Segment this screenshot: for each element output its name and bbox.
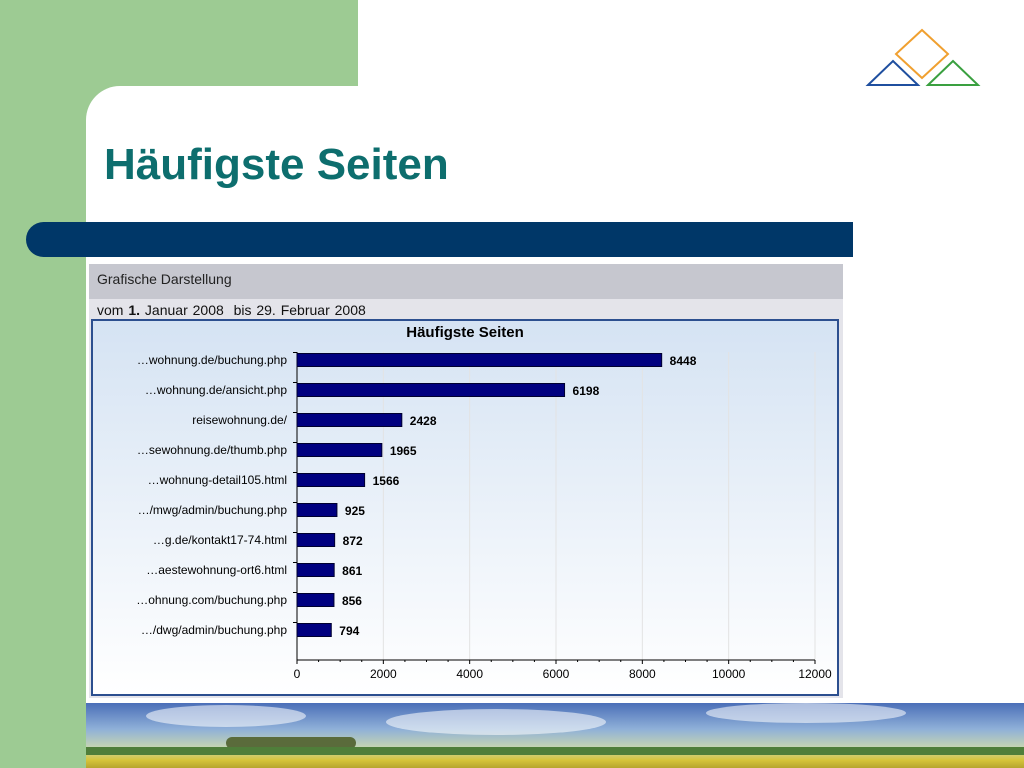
chart-title: Häufigste Seiten	[406, 324, 524, 341]
data-label: 2428	[410, 414, 437, 428]
x-tick-label: 2000	[370, 667, 397, 681]
range-prefix: vom	[97, 302, 124, 318]
category-label: …wohnung.de/ansicht.php	[145, 383, 287, 397]
x-tick-label: 6000	[543, 667, 570, 681]
bar	[296, 383, 566, 397]
category-label: …sewohnung.de/thumb.php	[137, 443, 287, 457]
x-tick-label: 0	[294, 667, 301, 681]
x-tick-label: 4000	[456, 667, 483, 681]
data-label: 6198	[573, 384, 600, 398]
range-year1: 2008	[192, 302, 224, 318]
bar	[296, 593, 335, 607]
range-year2: 2008	[334, 302, 366, 318]
category-label: …ohnung.com/buchung.php	[136, 593, 287, 607]
data-label: 1566	[373, 474, 400, 488]
x-tick-label: 10000	[712, 667, 746, 681]
category-label: …/dwg/admin/buchung.php	[141, 623, 287, 637]
data-label: 856	[342, 594, 362, 608]
data-label: 861	[342, 564, 362, 578]
range-day1: 1.	[128, 302, 141, 318]
header-area	[358, 0, 1024, 90]
range-day2: 29.	[256, 302, 276, 318]
logo-icon	[864, 28, 982, 95]
date-range: vom 1. Januar 2008 bis 29. Februar 2008	[97, 302, 366, 318]
data-label: 872	[343, 534, 363, 548]
landscape-photo	[86, 703, 1024, 768]
bar	[296, 503, 338, 517]
screenshot-header: Grafische Darstellung	[89, 264, 843, 299]
bar-chart: Häufigste Seiten 0 2000 4000 6000 8000 10000 12…	[136, 324, 832, 681]
range-month2: Februar	[280, 302, 330, 318]
range-separator: bis	[233, 302, 252, 318]
data-label: 8448	[670, 354, 697, 368]
bar	[296, 353, 663, 367]
category-label: …aestewohnung-ort6.html	[146, 563, 287, 577]
category-label: …g.de/kontakt17-74.html	[153, 533, 287, 547]
x-tick-label: 12000	[798, 667, 832, 681]
category-label: …wohnung-detail105.html	[148, 473, 287, 487]
bar	[296, 443, 383, 457]
data-label: 794	[339, 624, 359, 638]
category-label: …wohnung.de/buchung.php	[137, 353, 287, 367]
title-underline-bar	[26, 222, 853, 257]
bar	[296, 533, 336, 547]
screenshot-heading: Grafische Darstellung	[97, 271, 232, 287]
bar	[296, 623, 332, 637]
range-month1: Januar	[144, 302, 188, 318]
bar	[296, 563, 335, 577]
x-tick-label: 8000	[629, 667, 656, 681]
stats-screenshot: Grafische Darstellung vom 1. Januar 2008…	[89, 264, 843, 698]
page-title: Häufigste Seiten	[104, 140, 449, 189]
data-label: 1965	[390, 444, 417, 458]
data-label: 925	[345, 504, 365, 518]
category-label: reisewohnung.de/	[192, 413, 287, 427]
bar	[296, 413, 403, 427]
chart-frame: Häufigste Seiten 0 2000 4000 6000 8000 10000 12…	[91, 319, 839, 696]
category-label: …/mwg/admin/buchung.php	[138, 503, 288, 517]
bar	[296, 473, 366, 487]
